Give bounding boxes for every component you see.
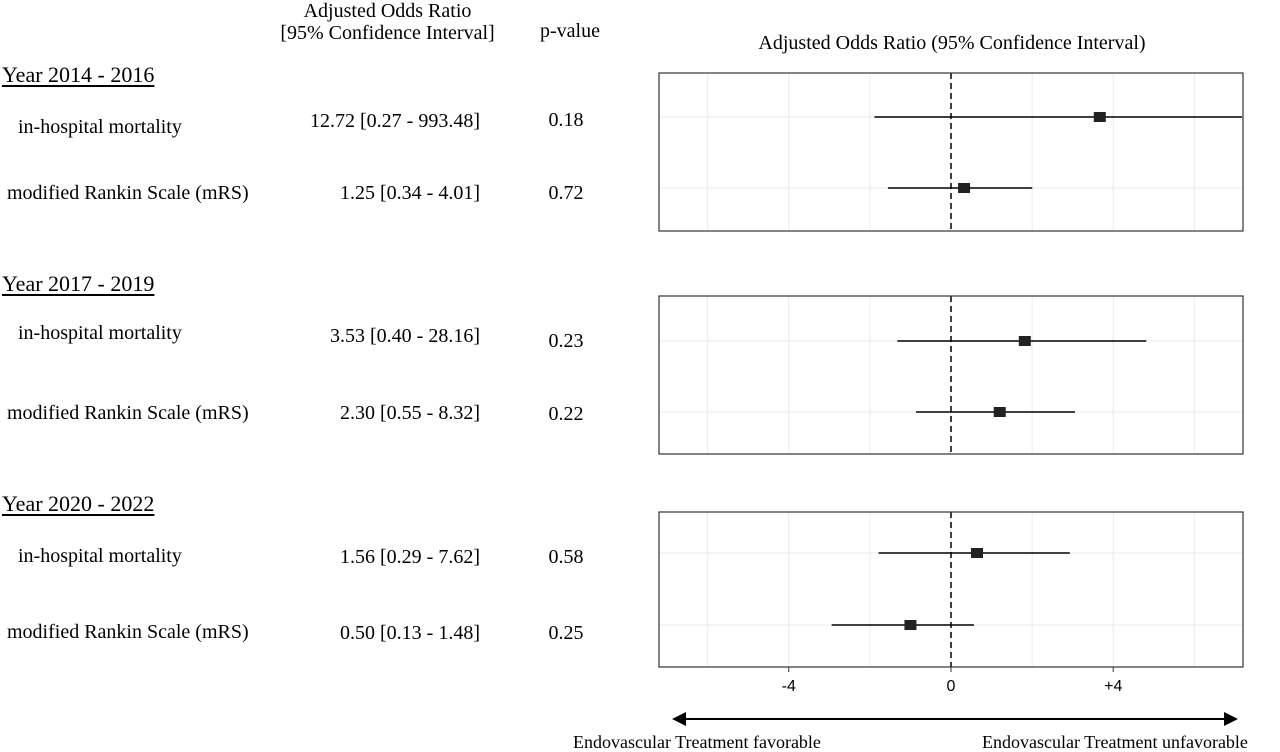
unfavorable-label: Endovascular Treatment unfavorable bbox=[982, 732, 1248, 752]
row-pvalue: 0.18 bbox=[548, 109, 584, 131]
x-tick-label: +4 bbox=[1104, 678, 1122, 695]
row-pvalue: 0.72 bbox=[548, 182, 584, 204]
row-pvalue: 0.23 bbox=[548, 330, 584, 352]
row-pvalue: 0.58 bbox=[548, 546, 584, 568]
x-tick-label: 0 bbox=[947, 678, 956, 695]
panel-border bbox=[658, 295, 1244, 455]
x-tick-label: -4 bbox=[782, 678, 796, 695]
group-title: Year 2017 - 2019 bbox=[2, 271, 155, 296]
aor-header-line1: Adjusted Odds Ratio bbox=[303, 0, 472, 22]
row-label: in-hospital mortality bbox=[18, 545, 182, 567]
group-title: Year 2014 - 2016 bbox=[2, 62, 155, 87]
aor-column-header: Adjusted Odds Ratio [95% Confidence Inte… bbox=[265, 0, 510, 44]
row-label: modified Rankin Scale (mRS) bbox=[7, 402, 249, 424]
row-aor: 12.72 [0.27 - 993.48] bbox=[310, 110, 480, 132]
point-estimate bbox=[1093, 112, 1106, 122]
point-estimate bbox=[971, 548, 984, 558]
row-aor: 1.56 [0.29 - 7.62] bbox=[340, 546, 480, 568]
point-estimate bbox=[958, 183, 971, 193]
arrow-right-head bbox=[1224, 712, 1238, 726]
point-estimate bbox=[993, 407, 1006, 417]
panel-border bbox=[658, 72, 1244, 232]
row-label: in-hospital mortality bbox=[18, 116, 182, 138]
plot-title: Adjusted Odds Ratio (95% Confidence Inte… bbox=[758, 32, 1146, 54]
point-estimate bbox=[1018, 336, 1031, 346]
row-label: modified Rankin Scale (mRS) bbox=[7, 621, 249, 643]
row-aor: 3.53 [0.40 - 28.16] bbox=[330, 325, 480, 347]
group-title: Year 2020 - 2022 bbox=[2, 491, 155, 516]
point-estimate bbox=[904, 620, 917, 630]
aor-header-line2: [95% Confidence Interval] bbox=[280, 22, 495, 44]
pvalue-column-header: p-value bbox=[540, 20, 600, 42]
row-pvalue: 0.22 bbox=[548, 403, 584, 425]
row-label: in-hospital mortality bbox=[18, 322, 182, 344]
row-aor: 1.25 [0.34 - 4.01] bbox=[340, 182, 480, 204]
arrow-left-head bbox=[672, 712, 686, 726]
row-pvalue: 0.25 bbox=[548, 622, 584, 644]
favorable-label: Endovascular Treatment favorable bbox=[573, 732, 821, 752]
row-aor: 2.30 [0.55 - 8.32] bbox=[340, 402, 480, 424]
row-label: modified Rankin Scale (mRS) bbox=[7, 182, 249, 204]
row-aor: 0.50 [0.13 - 1.48] bbox=[340, 622, 480, 644]
